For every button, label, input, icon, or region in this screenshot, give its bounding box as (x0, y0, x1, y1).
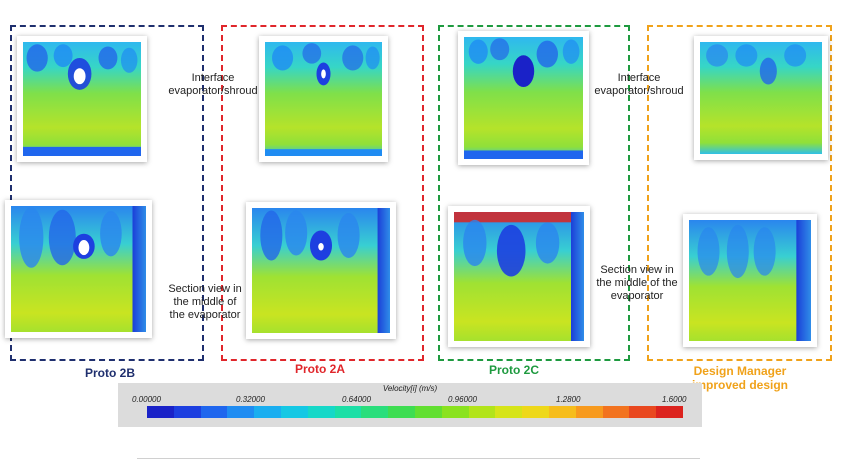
colorbar-swatch (200, 406, 228, 418)
colorbar-swatch (227, 406, 255, 418)
interface-caption-1: Interface evaporator/shroud (168, 72, 258, 97)
colorbar-scale (147, 406, 683, 418)
proto-2b-label: Proto 2B (84, 366, 135, 380)
colorbar-title: Velocity[i] (m/s) (382, 384, 438, 393)
colorbar-tick: 0.64000 (342, 395, 371, 404)
proto-2c-frame (438, 25, 630, 361)
section-caption-1: Section view in the middle of the evapor… (168, 283, 242, 321)
proto-2c-interface-plot (458, 31, 589, 165)
colorbar-swatch (629, 406, 657, 418)
improved-design-label: Design Manager improved design (691, 364, 789, 392)
section-caption-2: Section view in the middle of the evapor… (596, 264, 678, 302)
proto-2a-section-plot (246, 202, 396, 339)
colorbar-tick: 0.96000 (448, 395, 477, 404)
proto-2b-section-plot (5, 200, 152, 338)
colorbar-swatch (656, 406, 683, 418)
colorbar-swatch (522, 406, 549, 418)
colorbar-swatch (548, 406, 576, 418)
divider (137, 458, 700, 459)
proto-2b-interface-plot (17, 36, 147, 162)
colorbar-swatch (575, 406, 603, 418)
colorbar-swatch (468, 406, 496, 418)
velocity-colorbar: Velocity[i] (m/s) 0.00000 0.32000 0.6400… (118, 383, 702, 427)
colorbar-swatch (334, 406, 362, 418)
improved-interface-plot (694, 36, 828, 160)
colorbar-swatch (602, 406, 630, 418)
colorbar-swatch (361, 406, 389, 418)
proto-2a-interface-plot (259, 36, 388, 162)
colorbar-swatch (173, 406, 201, 418)
colorbar-tick: 1.6000 (662, 395, 687, 404)
colorbar-tick: 1.2800 (556, 395, 581, 404)
proto-2b-frame (10, 25, 204, 361)
improved-section-plot (683, 214, 817, 347)
colorbar-swatch (307, 406, 335, 418)
interface-caption-2: Interface evaporator/shroud (594, 72, 684, 97)
colorbar-tick: 0.32000 (236, 395, 265, 404)
colorbar-swatch (414, 406, 442, 418)
proto-2a-label: Proto 2A (294, 362, 345, 376)
proto-2c-label: Proto 2C (488, 363, 539, 377)
colorbar-swatch (441, 406, 469, 418)
improved-design-frame (647, 25, 832, 361)
colorbar-swatch (388, 406, 415, 418)
colorbar-swatch (280, 406, 308, 418)
colorbar-swatch (495, 406, 523, 418)
colorbar-tick: 0.00000 (132, 395, 161, 404)
proto-2a-frame (221, 25, 424, 361)
colorbar-swatch (147, 406, 174, 418)
colorbar-swatch (254, 406, 281, 418)
proto-2c-section-plot (448, 206, 590, 347)
